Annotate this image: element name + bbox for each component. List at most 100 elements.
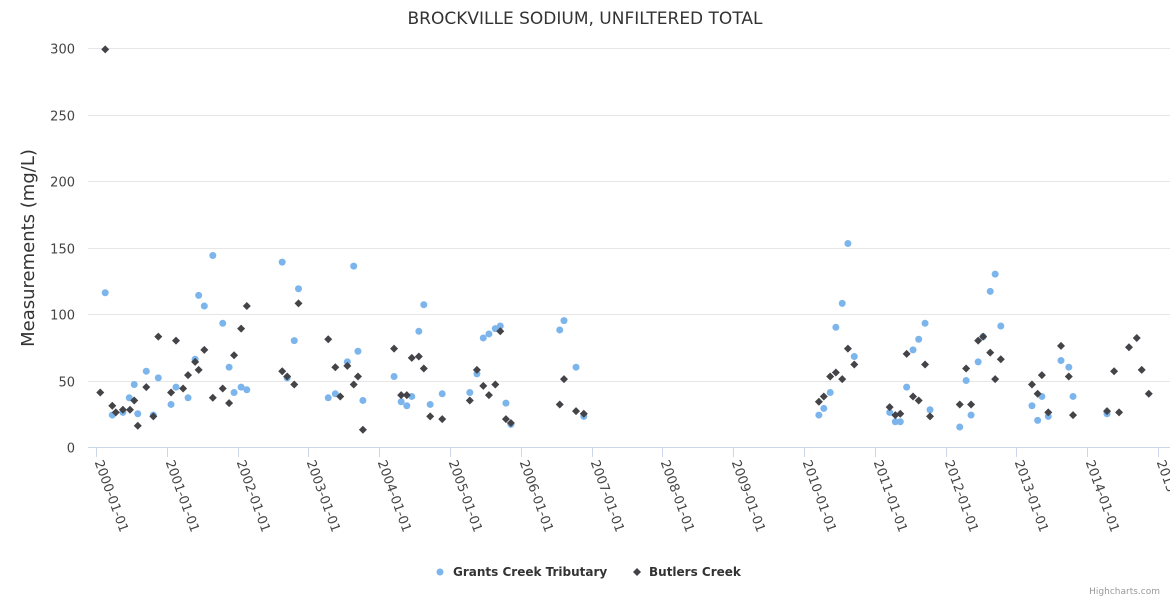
data-point[interactable] <box>130 396 139 405</box>
data-point[interactable] <box>219 319 227 327</box>
data-point[interactable] <box>359 396 367 404</box>
data-point[interactable] <box>349 380 358 389</box>
data-point[interactable] <box>390 373 398 381</box>
data-point[interactable] <box>967 411 975 419</box>
data-point[interactable] <box>465 396 474 405</box>
data-point[interactable] <box>230 351 239 360</box>
data-point[interactable] <box>294 299 303 308</box>
data-point[interactable] <box>350 262 358 270</box>
data-point[interactable] <box>172 383 180 391</box>
data-point[interactable] <box>485 330 493 338</box>
data-point[interactable] <box>343 361 352 370</box>
data-point[interactable] <box>496 327 505 336</box>
data-point[interactable] <box>278 367 287 376</box>
data-point[interactable] <box>815 411 823 419</box>
data-point[interactable] <box>118 405 127 414</box>
data-point[interactable] <box>133 421 142 430</box>
data-point[interactable] <box>243 386 251 394</box>
data-point[interactable] <box>491 380 500 389</box>
data-point[interactable] <box>1064 372 1073 381</box>
data-point[interactable] <box>1037 371 1046 380</box>
data-point[interactable] <box>896 409 905 418</box>
data-point[interactable] <box>902 349 911 358</box>
data-point[interactable] <box>484 391 493 400</box>
data-point[interactable] <box>974 336 983 345</box>
data-point[interactable] <box>909 346 917 354</box>
data-point[interactable] <box>962 377 970 384</box>
data-point[interactable] <box>237 324 246 333</box>
data-point[interactable] <box>191 357 200 366</box>
data-point[interactable] <box>184 371 193 380</box>
data-point[interactable] <box>831 368 840 377</box>
data-point[interactable] <box>826 388 834 396</box>
data-point[interactable] <box>331 390 339 398</box>
data-point[interactable] <box>903 383 911 391</box>
data-point[interactable] <box>572 363 580 371</box>
data-point[interactable] <box>991 270 999 278</box>
data-point[interactable] <box>1069 392 1077 400</box>
data-point[interactable] <box>1124 343 1133 352</box>
data-point[interactable] <box>1033 389 1042 398</box>
data-point[interactable] <box>506 419 515 428</box>
data-point[interactable] <box>579 409 588 418</box>
data-point[interactable] <box>101 289 109 297</box>
data-point[interactable] <box>407 353 416 362</box>
data-point[interactable] <box>926 412 935 421</box>
data-point[interactable] <box>955 400 964 409</box>
data-point[interactable] <box>967 400 976 409</box>
data-point[interactable] <box>885 403 894 412</box>
data-point[interactable] <box>390 344 399 353</box>
data-point[interactable] <box>819 392 828 401</box>
data-point[interactable] <box>850 360 859 369</box>
data-point[interactable] <box>838 299 846 307</box>
data-point[interactable] <box>154 332 163 341</box>
data-point[interactable] <box>1144 389 1153 398</box>
data-point[interactable] <box>358 425 367 434</box>
data-point[interactable] <box>886 408 894 416</box>
data-point[interactable] <box>336 392 345 401</box>
data-point[interactable] <box>101 45 110 54</box>
data-point[interactable] <box>184 394 192 402</box>
data-point[interactable] <box>832 323 840 331</box>
data-point[interactable] <box>1065 363 1073 371</box>
data-point[interactable] <box>1057 357 1065 365</box>
data-point[interactable] <box>559 375 568 384</box>
data-point[interactable] <box>1057 341 1066 350</box>
data-point[interactable] <box>501 415 510 424</box>
data-point[interactable] <box>909 392 918 401</box>
data-point[interactable] <box>921 319 929 327</box>
data-point[interactable] <box>426 400 434 408</box>
data-point[interactable] <box>397 398 405 406</box>
data-point[interactable] <box>502 399 510 407</box>
data-point[interactable] <box>237 383 245 391</box>
data-point[interactable] <box>278 258 286 266</box>
data-point[interactable] <box>826 372 835 381</box>
data-point[interactable] <box>142 383 151 392</box>
data-point[interactable] <box>167 400 175 408</box>
data-point[interactable] <box>896 418 904 426</box>
data-point[interactable] <box>331 363 340 372</box>
data-point[interactable] <box>996 355 1005 364</box>
credits-link[interactable]: Highcharts.com <box>1089 587 1160 597</box>
data-point[interactable] <box>438 390 446 398</box>
data-point[interactable] <box>125 394 133 402</box>
data-point[interactable] <box>125 405 134 414</box>
data-point[interactable] <box>172 336 181 345</box>
data-point[interactable] <box>167 388 176 397</box>
data-point[interactable] <box>472 365 481 374</box>
data-point[interactable] <box>194 365 203 374</box>
data-point[interactable] <box>419 364 428 373</box>
data-point[interactable] <box>1034 416 1042 424</box>
data-point[interactable] <box>572 407 581 416</box>
data-point[interactable] <box>820 404 828 412</box>
data-point[interactable] <box>403 402 411 410</box>
data-point[interactable] <box>353 372 362 381</box>
data-point[interactable] <box>195 291 203 299</box>
data-point[interactable] <box>1110 367 1119 376</box>
data-point[interactable] <box>1115 408 1124 417</box>
data-point[interactable] <box>426 412 435 421</box>
data-point[interactable] <box>179 384 188 393</box>
data-point[interactable] <box>844 240 852 248</box>
data-point[interactable] <box>324 335 333 344</box>
data-point[interactable] <box>962 364 971 373</box>
